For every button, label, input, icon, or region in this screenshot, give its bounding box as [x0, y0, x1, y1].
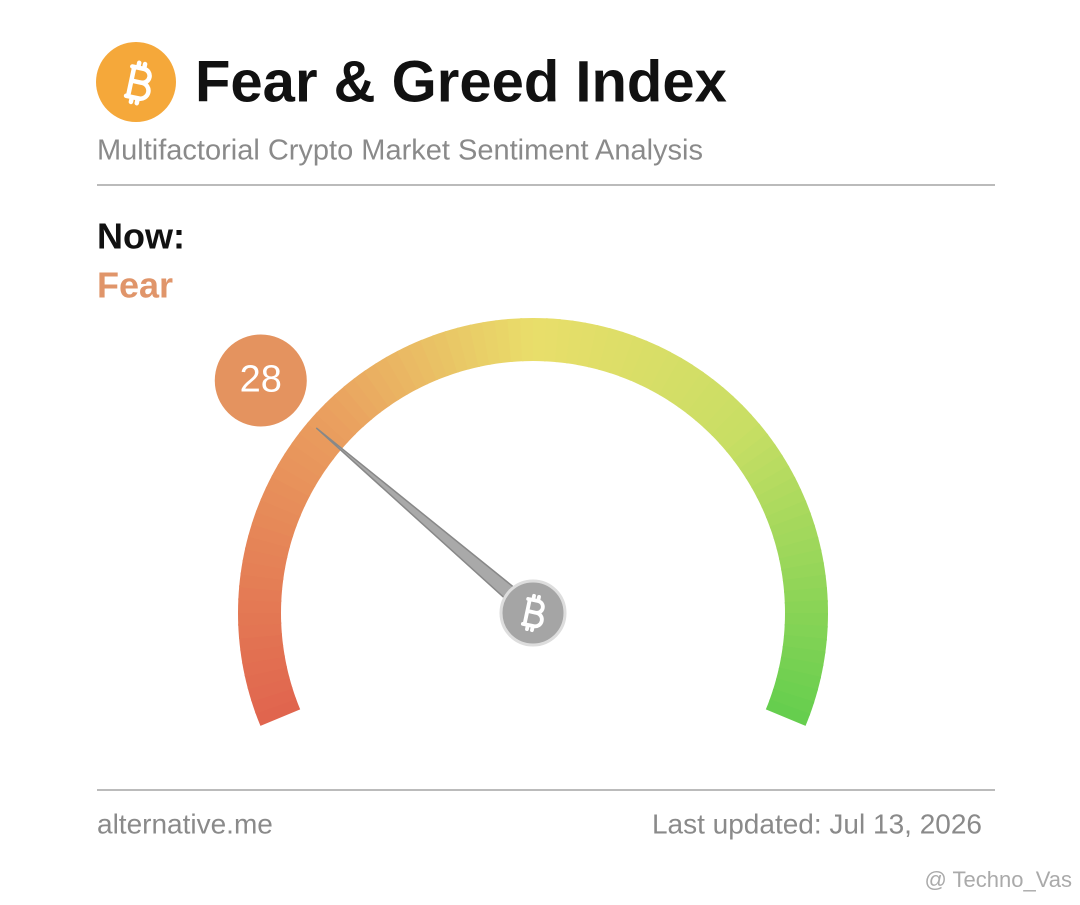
arc-segment — [444, 327, 470, 373]
subtitle: Multifactorial Crypto Market Sentiment A… — [97, 135, 703, 167]
arc-segment — [718, 413, 761, 453]
arc-segment — [494, 318, 513, 364]
logo-icon — [123, 60, 152, 106]
arc-segment — [565, 320, 587, 366]
arc-segment — [619, 335, 648, 381]
arc-segment — [773, 524, 819, 550]
arc-segment — [291, 431, 335, 469]
value-bubble — [214, 334, 307, 427]
value-label: 28 — [240, 359, 282, 401]
arc-segment — [363, 363, 400, 407]
last-updated: Last updated: Jul 13, 2026 — [652, 808, 982, 839]
arc-segment — [298, 421, 342, 460]
arc-segment — [260, 486, 306, 517]
arc-segment — [778, 656, 824, 679]
arc-segment — [396, 344, 429, 390]
arc-segment — [751, 465, 796, 499]
arc-segment — [784, 600, 828, 616]
arc-segment — [315, 402, 357, 443]
arc-segment — [385, 350, 419, 395]
arc-segment — [649, 351, 683, 396]
arc-segment — [520, 318, 536, 362]
arc-segment — [271, 463, 316, 497]
arc-segment — [784, 613, 828, 628]
arc-segment — [769, 512, 815, 539]
arc-segment — [238, 633, 284, 652]
arc-segment — [711, 404, 752, 445]
arc-segment — [761, 488, 807, 519]
arc-segment — [277, 452, 322, 487]
arc-segment — [238, 598, 282, 613]
arc-segment — [240, 559, 286, 581]
source: alternative.me — [97, 808, 273, 839]
arc-segment — [238, 622, 282, 639]
arc-segment — [694, 387, 734, 429]
arc-segment — [248, 522, 294, 548]
arc-segment — [608, 331, 636, 377]
arc-segment — [343, 377, 381, 420]
arc-segment — [251, 510, 297, 538]
arc-segment — [677, 371, 715, 415]
arc-segment — [420, 335, 449, 381]
arc-segment — [765, 699, 811, 726]
arc-segment — [782, 574, 828, 593]
arc-segment — [775, 667, 822, 692]
arc-segment — [251, 687, 297, 714]
arc-segment — [772, 678, 818, 704]
arc-segment — [686, 378, 725, 422]
arc-segment — [765, 500, 811, 529]
arc-segment — [247, 676, 293, 702]
arc-segment — [324, 394, 365, 435]
title: Fear & Greed Index — [195, 49, 727, 114]
watermark: @ Techno_Vas — [924, 867, 1072, 892]
arc-segment — [732, 433, 776, 470]
arc-segment — [408, 339, 439, 385]
arc-segment — [756, 476, 802, 509]
arc-segment — [242, 547, 288, 570]
arc-segment — [745, 454, 790, 489]
now-label: Now: — [97, 216, 185, 257]
arc-segment — [784, 587, 828, 604]
arc-segment — [255, 498, 301, 527]
gauge-arc — [238, 318, 828, 726]
arc-segment — [238, 610, 282, 626]
arc-segment — [244, 534, 291, 559]
arc-segment — [726, 423, 769, 461]
arc-segment — [639, 345, 672, 391]
classification: Fear — [97, 265, 173, 306]
arc-segment — [244, 665, 290, 690]
arc-segment — [598, 328, 624, 374]
logo — [96, 42, 176, 122]
arc-segment — [769, 688, 815, 716]
arc-segment — [374, 356, 409, 401]
arc-segment — [780, 645, 826, 667]
arc-segment — [587, 324, 612, 371]
arc-segment — [776, 536, 822, 561]
arc-segment — [668, 364, 704, 408]
arc-segment — [307, 412, 349, 452]
needle-group: 28 — [214, 334, 567, 647]
arc-segment — [739, 443, 783, 480]
arc-segment — [353, 370, 390, 414]
arc-segment — [284, 442, 328, 478]
arc-segment — [333, 385, 373, 428]
arc-segment — [255, 697, 301, 726]
arc-segment — [456, 324, 481, 370]
arc-segment — [533, 318, 548, 362]
arc-segment — [432, 331, 459, 377]
arc-segment — [703, 395, 744, 437]
arc-segment — [659, 357, 694, 402]
arc-segment — [576, 322, 599, 368]
arc-segment — [507, 318, 524, 362]
arc-segment — [265, 474, 311, 507]
hub-icon — [520, 593, 545, 633]
arc-segment — [629, 340, 660, 386]
